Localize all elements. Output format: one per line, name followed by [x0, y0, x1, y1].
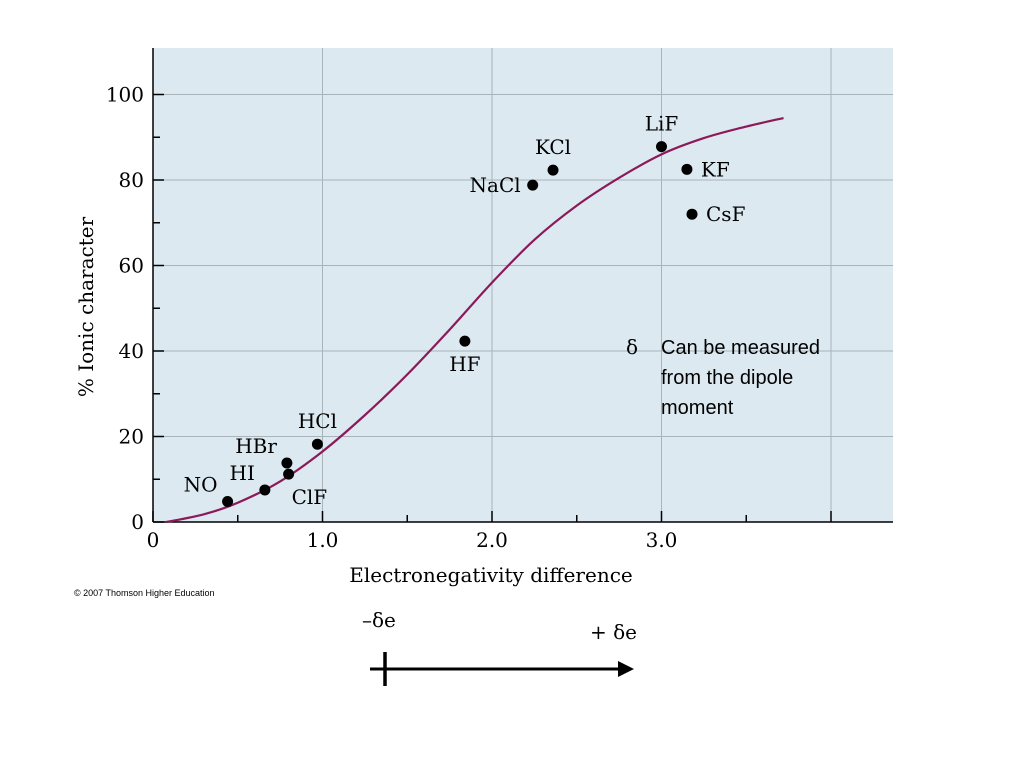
axes	[152, 48, 893, 523]
ionic-character-curve	[166, 116, 784, 524]
data-points: NO HI ClF HBr HCl HF NaCl KCl LiF KF CsF	[184, 112, 746, 509]
y-tick-label: 60	[119, 254, 144, 278]
y-tick-label: 100	[106, 83, 144, 107]
data-point-label: HBr	[235, 434, 277, 458]
y-tick-label: 20	[119, 425, 144, 449]
data-point-label: KCl	[535, 135, 571, 159]
data-point-label: HCl	[298, 409, 337, 433]
data-point-label: HF	[449, 352, 480, 376]
plot-area	[153, 48, 893, 522]
note-line-3: moment	[661, 397, 734, 419]
data-point-lif	[656, 141, 667, 153]
ionic-character-chart: 0 1.0 2.0 3.0 0 20 40 60 80 100 NO HI ClF HBr HCl HF Na…	[74, 48, 893, 587]
y-tick-label: 40	[119, 339, 144, 363]
data-point-hcl	[311, 438, 323, 450]
copyright-notice: © 2007 Thomson Higher Education	[74, 588, 215, 598]
x-tick-label: 2.0	[476, 528, 508, 552]
data-point-kf	[681, 163, 693, 175]
data-point-label: ClF	[292, 485, 328, 509]
delta-symbol: δ	[626, 335, 639, 359]
positive-charge-label: + δe	[590, 620, 637, 644]
data-point-label: NaCl	[470, 173, 521, 197]
data-point-label: CsF	[706, 202, 746, 226]
x-tick-label: 1.0	[307, 528, 339, 552]
tick-marks	[152, 93, 832, 523]
data-point-label: NO	[184, 472, 218, 496]
grid-lines	[153, 48, 893, 522]
negative-charge-label: –δe	[362, 608, 396, 632]
data-point-label: KF	[701, 157, 730, 181]
note-line-2: from the dipole	[661, 367, 794, 389]
data-point-csf	[686, 208, 698, 220]
dipole-arrow	[370, 652, 634, 686]
data-point-label: HI	[230, 461, 255, 485]
data-point-hbr	[281, 457, 293, 469]
note-line-1: Can be measured	[661, 337, 820, 359]
tick-labels: 0 1.0 2.0 3.0 0 20 40 60 80 100	[106, 83, 678, 553]
data-point-no	[222, 495, 234, 507]
data-point-hf	[459, 335, 471, 347]
data-point-nacl	[527, 179, 539, 191]
x-axis-label: Electronegativity difference	[349, 563, 633, 587]
x-tick-label: 3.0	[646, 528, 678, 552]
y-tick-label: 80	[119, 168, 144, 192]
arrow-head	[618, 661, 634, 677]
data-point-label: LiF	[645, 112, 679, 136]
y-tick-label: 0	[131, 510, 144, 534]
data-point-hi	[259, 484, 271, 496]
data-point-kcl	[547, 164, 559, 176]
x-tick-label: 0	[147, 528, 160, 552]
data-point-clf	[283, 468, 295, 480]
y-axis-label: % Ionic character	[74, 216, 98, 397]
